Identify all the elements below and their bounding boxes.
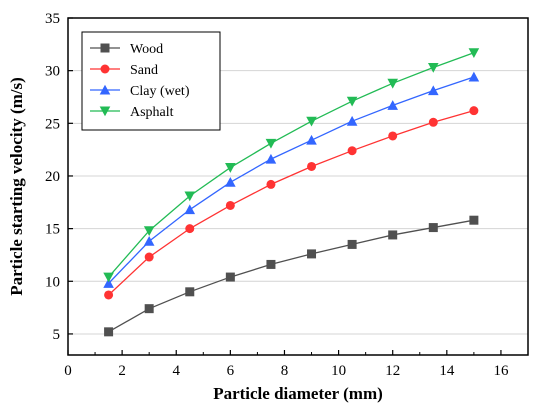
series-line-sand — [108, 110, 475, 296]
ticks: 0 2 4 6 8 10 12 14 16 5 10 15 20 25 30 35 — [45, 11, 509, 379]
data-point-sand — [185, 224, 195, 234]
data-point-sand — [388, 131, 398, 141]
data-point-asphalt — [184, 191, 196, 202]
series-line-clay-wet — [108, 76, 475, 284]
data-point-sand — [428, 117, 438, 127]
y-tick-label: 30 — [45, 64, 60, 80]
data-point-sand — [347, 146, 357, 156]
x-tick-label: 4 — [172, 363, 180, 379]
legend-label: Asphalt — [130, 105, 174, 120]
data-point-sand — [266, 179, 276, 189]
legend-marker — [99, 84, 111, 95]
data-point-clay-wet — [265, 153, 277, 164]
plot-frame — [67, 17, 529, 356]
x-tick-label: 2 — [118, 363, 126, 379]
data-point-wood — [266, 259, 276, 269]
x-tick-label: 0 — [64, 363, 72, 379]
legend-item-asphalt: Asphalt — [90, 105, 174, 120]
data-point-clay-wet — [427, 85, 439, 96]
data-point-asphalt — [143, 226, 155, 237]
data-point-sand — [469, 106, 479, 116]
legend-label: Sand — [130, 63, 158, 78]
legend-marker — [100, 64, 110, 74]
data-point-clay-wet — [143, 235, 155, 246]
data-point-asphalt — [225, 163, 236, 173]
y-tick-label: 10 — [45, 274, 60, 290]
legend-item-sand: Sand — [90, 63, 158, 78]
data-point-asphalt — [306, 116, 317, 127]
data-point-sand — [225, 200, 235, 210]
x-tick-label: 10 — [331, 363, 346, 379]
legend-label: Wood — [130, 42, 163, 57]
data-point-wood — [185, 287, 195, 297]
data-point-clay-wet — [468, 71, 480, 82]
x-tick-label: 14 — [439, 363, 455, 379]
series-wood — [104, 215, 479, 337]
data-point-wood — [225, 272, 235, 282]
data-point-asphalt — [387, 78, 399, 89]
data-point-wood — [144, 304, 154, 314]
legend: Wood Sand Clay (wet) Asphalt — [81, 31, 221, 131]
data-point-wood — [469, 215, 479, 225]
data-point-asphalt — [103, 272, 114, 283]
y-tick-label: 15 — [45, 222, 60, 238]
legend-marker — [100, 43, 110, 53]
x-tick-label: 8 — [281, 363, 289, 379]
data-point-clay-wet — [306, 134, 317, 145]
series-line-asphalt — [108, 52, 475, 278]
data-point-wood — [307, 249, 317, 259]
data-point-clay-wet — [184, 204, 196, 215]
series — [103, 48, 480, 337]
data-point-wood — [347, 239, 357, 249]
legend-marker — [99, 106, 111, 117]
data-point-wood — [104, 327, 114, 337]
series-line-wood — [108, 219, 474, 333]
y-tick-label: 25 — [45, 116, 60, 132]
data-point-clay-wet — [387, 100, 399, 110]
data-point-sand — [144, 252, 154, 262]
data-point-wood — [388, 230, 398, 240]
y-tick-label: 20 — [45, 169, 60, 185]
legend-label: Clay (wet) — [130, 84, 190, 99]
data-point-asphalt — [468, 48, 480, 59]
x-axis-label: Particle diameter (mm) — [213, 384, 383, 403]
x-tick-label: 12 — [385, 363, 400, 379]
series-asphalt — [103, 48, 480, 283]
data-point-sand — [307, 161, 317, 171]
data-point-clay-wet — [225, 176, 236, 187]
data-point-asphalt — [265, 138, 277, 149]
y-axis-label: Particle starting velocity (m/s) — [7, 77, 26, 296]
data-point-wood — [428, 223, 438, 233]
y-tick-label: 5 — [53, 327, 61, 343]
legend-item-wood: Wood — [90, 42, 163, 57]
data-point-sand — [104, 290, 114, 300]
series-clay-wet — [103, 71, 480, 288]
data-point-asphalt — [346, 96, 358, 107]
y-tick-label: 35 — [45, 11, 60, 27]
data-point-asphalt — [427, 62, 439, 73]
x-tick-label: 16 — [493, 363, 509, 379]
data-point-clay-wet — [346, 115, 358, 126]
series-sand — [104, 106, 479, 300]
legend-item-clay-wet: Clay (wet) — [90, 84, 190, 99]
x-tick-label: 6 — [227, 363, 235, 379]
data-point-clay-wet — [103, 278, 114, 288]
